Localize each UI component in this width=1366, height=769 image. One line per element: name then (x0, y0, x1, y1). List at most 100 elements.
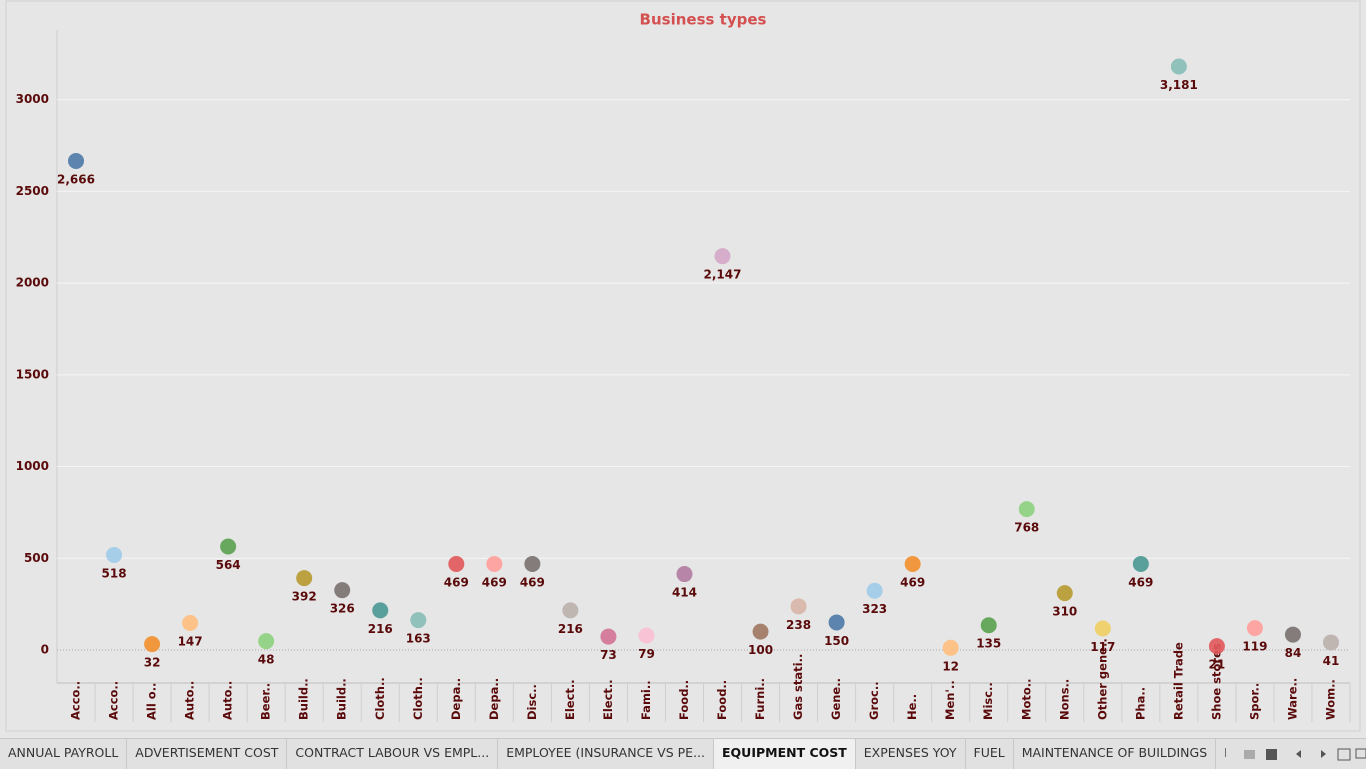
x-tick-label: Auto.. (221, 681, 235, 720)
value-label: 3,181 (1160, 78, 1198, 92)
dot (296, 570, 313, 587)
value-label: 48 (258, 653, 275, 667)
dot (220, 538, 237, 555)
prev-icon[interactable] (1296, 750, 1301, 758)
sheet-tab[interactable]: CONTRACT LABOUR VS EMPL... (287, 739, 499, 769)
x-tick-label: Moto.. (1019, 679, 1033, 720)
dot (1170, 58, 1187, 75)
dot (182, 615, 199, 632)
dot (904, 555, 921, 572)
dot (1322, 634, 1339, 651)
value-label: 2,147 (704, 268, 742, 282)
value-label: 216 (558, 622, 583, 636)
toolbar-icons (1244, 748, 1366, 761)
sheet-tab[interactable]: MAINTENANCE OF BUILDINGS (1014, 739, 1217, 769)
value-label: 238 (786, 618, 811, 632)
x-tick-label: Pha.. (1133, 687, 1147, 720)
y-tick-label: 0 (41, 642, 49, 656)
x-tick-label: Wom.. (1323, 679, 1337, 720)
value-label: 163 (406, 632, 431, 646)
value-label: 414 (672, 586, 697, 600)
x-tick-label: Acco.. (107, 681, 121, 720)
dot (1094, 620, 1111, 637)
value-label: 564 (216, 558, 241, 572)
value-label: 79 (638, 647, 655, 661)
present-icon[interactable] (1355, 748, 1366, 759)
x-tick-label: Auto.. (183, 681, 197, 720)
x-tick-label: Shoe stores (1209, 643, 1223, 720)
value-label: 469 (482, 575, 507, 589)
dot (106, 546, 123, 563)
next-icon[interactable] (1321, 750, 1326, 758)
grid-view-icon[interactable] (1244, 750, 1255, 759)
x-tick-label: Groc.. (867, 681, 881, 720)
x-tick-label: Misc.. (981, 682, 995, 720)
dot (790, 598, 807, 615)
sheet-tab[interactable]: FUEL (966, 739, 1014, 769)
value-label: 21 (1209, 658, 1226, 672)
value-label: 310 (1052, 605, 1077, 619)
x-tick-label: Cloth.. (373, 677, 387, 720)
dot (942, 639, 959, 656)
dot (1284, 626, 1301, 643)
x-tick-label: Furni.. (753, 678, 767, 720)
value-label: 32 (144, 656, 161, 670)
dot (1208, 638, 1225, 655)
value-label: 41 (1323, 654, 1340, 668)
x-tick-label: He.. (905, 694, 919, 720)
value-label: 768 (1014, 521, 1039, 535)
dot (486, 555, 503, 572)
dot (1246, 620, 1263, 637)
value-label: 326 (330, 602, 355, 616)
x-tick-label: Food.. (677, 680, 691, 720)
y-tick-label: 500 (24, 551, 49, 565)
dot (1056, 585, 1073, 602)
value-label: 135 (976, 637, 1001, 651)
x-tick-label: Retail Trade (1171, 642, 1185, 720)
x-tick-label: Depa.. (449, 678, 463, 720)
dot (714, 248, 731, 265)
sheet-tabs: ANNUAL PAYROLL ADVERTISEMENT COST CONTRACT… (0, 738, 1366, 769)
value-label: 469 (900, 575, 925, 589)
dot (980, 617, 997, 634)
x-tick-label: Build.. (335, 678, 349, 720)
value-label: 469 (520, 575, 545, 589)
sheet-tab[interactable]: ADVERTISEMENT COST (127, 739, 288, 769)
value-label: 469 (1128, 575, 1153, 589)
value-label: 216 (368, 622, 393, 636)
x-tick-label: Spor.. (1247, 683, 1261, 720)
sheet-tab[interactable]: ANNUAL PAYROLL (0, 739, 128, 769)
dot (676, 566, 693, 583)
value-label: 84 (1285, 646, 1302, 660)
dot (866, 582, 883, 599)
x-tick-label: Elect.. (563, 679, 577, 720)
value-label: 392 (292, 590, 317, 604)
value-label: 73 (600, 648, 617, 662)
value-label: 518 (102, 566, 127, 580)
x-tick-label: Cloth.. (411, 677, 425, 720)
dot (372, 602, 389, 619)
dot (410, 612, 427, 629)
y-tick-label: 1500 (16, 367, 49, 381)
x-tick-label: Elect.. (601, 679, 615, 720)
sheet-tab[interactable]: EMPLOYEE (INSURANCE VS PE... (498, 739, 714, 769)
value-label: 119 (1242, 640, 1267, 654)
x-tick-label: Food.. (715, 680, 729, 720)
value-label: 117 (1090, 640, 1115, 654)
dot (1018, 501, 1035, 518)
value-label: 150 (824, 634, 849, 648)
x-tick-label: Fami.. (639, 680, 653, 720)
dot (334, 582, 351, 599)
dot (144, 636, 161, 653)
single-view-icon[interactable] (1266, 749, 1277, 760)
chart-title: Business types (640, 11, 767, 29)
x-tick-label: Men'.. (943, 680, 957, 720)
dot (1132, 555, 1149, 572)
sheet-tab[interactable]: EXPENSES YOY (856, 739, 966, 769)
x-tick-label: All o.. (145, 683, 159, 720)
dot (68, 152, 85, 169)
sheet-tab[interactable]: EQUIPMENT COST (714, 739, 856, 769)
x-tick-label: Disc.. (525, 684, 539, 720)
fullscreen-icon[interactable] (1337, 748, 1351, 761)
